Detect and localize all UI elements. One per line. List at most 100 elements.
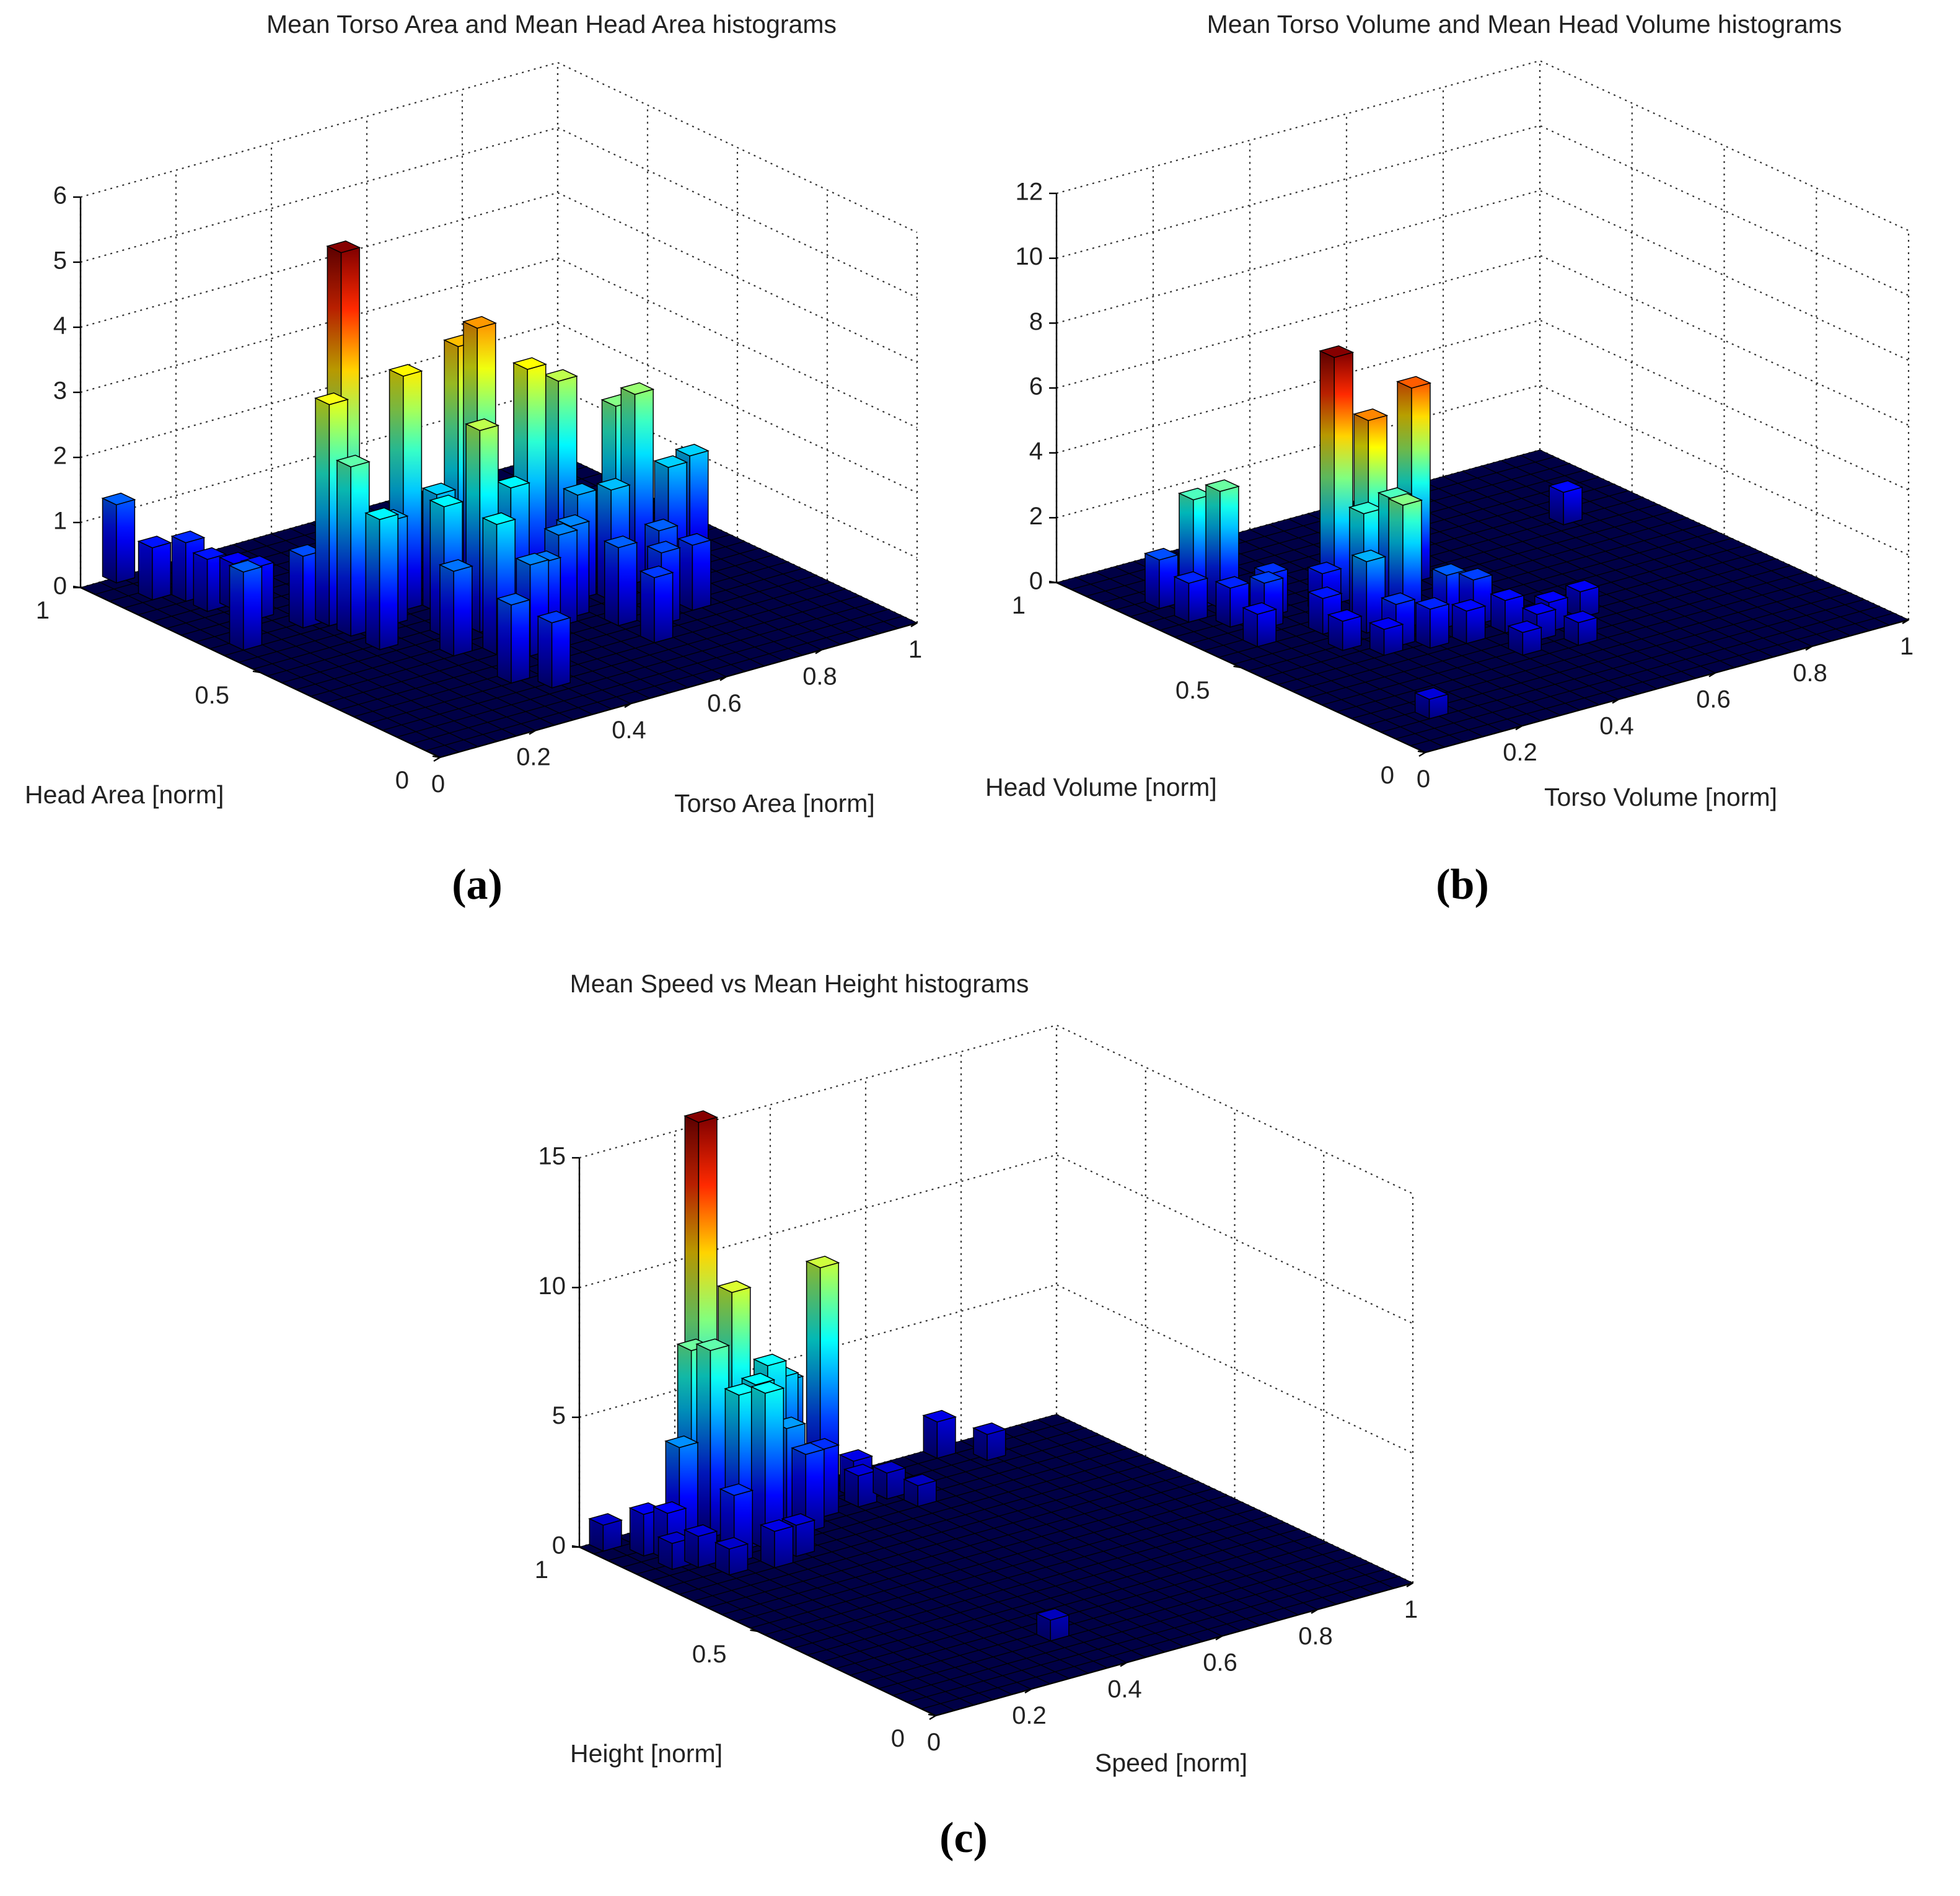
chart-panel-b: Mean Torso Volume and Mean Head Volume h… <box>985 10 1914 909</box>
x-tick <box>624 703 631 708</box>
x-tick <box>433 756 441 762</box>
x-tick-label: 0.4 <box>1599 712 1634 739</box>
z-gridline <box>1056 190 1909 361</box>
y-tick-label: 1 <box>535 1556 548 1584</box>
x-tick-label: 0.6 <box>707 690 742 717</box>
y-tick <box>252 670 261 674</box>
x-axis-line <box>439 622 918 759</box>
y-tick-label: 1 <box>36 597 50 624</box>
z-tick-label: 4 <box>1029 438 1043 465</box>
histogram-bar <box>1414 597 1451 649</box>
z-gridline <box>80 192 918 363</box>
z-tick-label: 1 <box>53 508 67 535</box>
x-tick-label: 0.2 <box>516 744 551 771</box>
histogram-bar <box>1368 617 1404 656</box>
x-tick-label: 0.4 <box>612 717 646 744</box>
y-tick <box>571 1545 580 1548</box>
z-gridline <box>1056 125 1909 296</box>
x-tick <box>910 622 918 628</box>
x-tick <box>1406 1582 1413 1588</box>
panel-caption: (a) <box>452 861 503 909</box>
y-tick-label: 1 <box>1012 592 1026 619</box>
x-tick-label: 0.4 <box>1107 1675 1142 1703</box>
histogram-bar <box>588 1513 623 1552</box>
z-gridline <box>1056 319 1909 491</box>
histogram-bar <box>1319 345 1355 605</box>
z-tick-label: 12 <box>1016 179 1044 206</box>
z-gridline <box>80 61 918 233</box>
histogram-bar <box>750 1381 785 1550</box>
z-tick-label: 0 <box>1029 568 1043 595</box>
x-tick-label: 0.2 <box>1503 739 1537 766</box>
z-tick-label: 6 <box>1029 373 1043 400</box>
y-tick-label: 0.5 <box>1176 677 1210 704</box>
x-tick <box>1708 672 1716 677</box>
z-tick-label: 2 <box>53 443 67 470</box>
x-tick-label: 0.8 <box>802 663 837 690</box>
histogram-bar <box>1507 620 1543 656</box>
y-tick <box>928 1713 936 1717</box>
y-tick <box>1233 665 1241 669</box>
z-tick-label: 5 <box>552 1402 566 1429</box>
chart-panel-c: Mean Speed vs Mean Height histograms (c) S… <box>535 969 1418 1862</box>
histogram-bar <box>843 1463 878 1508</box>
histogram-bar <box>922 1409 957 1459</box>
x-tick-label: 1 <box>908 636 922 663</box>
y-tick <box>750 1629 758 1633</box>
z-gridline <box>80 257 918 428</box>
z-tick-label: 0 <box>552 1532 566 1559</box>
y-axis-label: Head Area [norm] <box>25 780 224 809</box>
x-tick-label: 1 <box>1404 1596 1418 1623</box>
z-tick-label: 4 <box>53 312 67 340</box>
z-tick-label: 15 <box>538 1143 566 1170</box>
y-tick-label: 0.5 <box>195 682 229 709</box>
z-tick-label: 3 <box>53 377 67 405</box>
y-tick <box>1048 580 1057 584</box>
histogram-bar <box>537 611 572 689</box>
x-tick-label: 0 <box>431 770 445 798</box>
histogram-bar <box>902 1473 938 1507</box>
chart-title: Mean Torso Area and Mean Head Area histo… <box>266 10 837 38</box>
histogram-bar <box>1327 609 1363 651</box>
x-tick <box>1902 619 1909 625</box>
y-tick-label: 0 <box>891 1725 905 1752</box>
z-tick-label: 2 <box>1029 503 1043 530</box>
x-tick-label: 0.2 <box>1012 1702 1047 1729</box>
histogram-bar <box>781 1513 816 1558</box>
histogram-bar <box>603 535 638 627</box>
y-axis-label: Head Volume [norm] <box>985 773 1217 801</box>
histogram-bar <box>496 593 531 684</box>
x-tick <box>1311 1608 1318 1614</box>
histogram-bar <box>438 559 473 657</box>
z-tick-label: 10 <box>538 1272 566 1300</box>
z-tick-label: 10 <box>1016 243 1044 270</box>
z-gridline <box>80 126 918 298</box>
x-axis-label: Torso Volume [norm] <box>1544 783 1777 811</box>
panel-caption: (b) <box>1436 861 1489 909</box>
x-tick <box>1805 645 1813 651</box>
x-tick-label: 0.8 <box>1793 659 1827 687</box>
histogram-bar <box>1173 571 1209 624</box>
histogram-bar <box>714 1537 749 1576</box>
histogram-bar <box>1548 480 1584 526</box>
histogram-bar <box>137 536 172 601</box>
histogram-bar <box>972 1422 1007 1462</box>
x-tick-label: 0 <box>1417 765 1430 793</box>
histogram-bar <box>1451 599 1487 645</box>
histogram-bar <box>101 492 136 584</box>
histogram-bar <box>1242 602 1278 648</box>
chart-title: Mean Torso Volume and Mean Head Volume h… <box>1207 10 1842 38</box>
y-tick-label: 0.5 <box>692 1641 727 1668</box>
x-tick-label: 0 <box>927 1729 941 1756</box>
histogram-bar <box>1035 1608 1070 1642</box>
histogram-bar <box>228 560 263 651</box>
histogram-bar <box>1143 547 1179 610</box>
x-tick <box>1024 1688 1032 1694</box>
histogram-bar <box>677 533 713 611</box>
y-axis-label: Height [norm] <box>570 1739 723 1768</box>
x-axis-label: Speed [norm] <box>1095 1748 1247 1777</box>
x-axis-line <box>935 1582 1413 1717</box>
x-tick-label: 1 <box>1900 633 1914 660</box>
